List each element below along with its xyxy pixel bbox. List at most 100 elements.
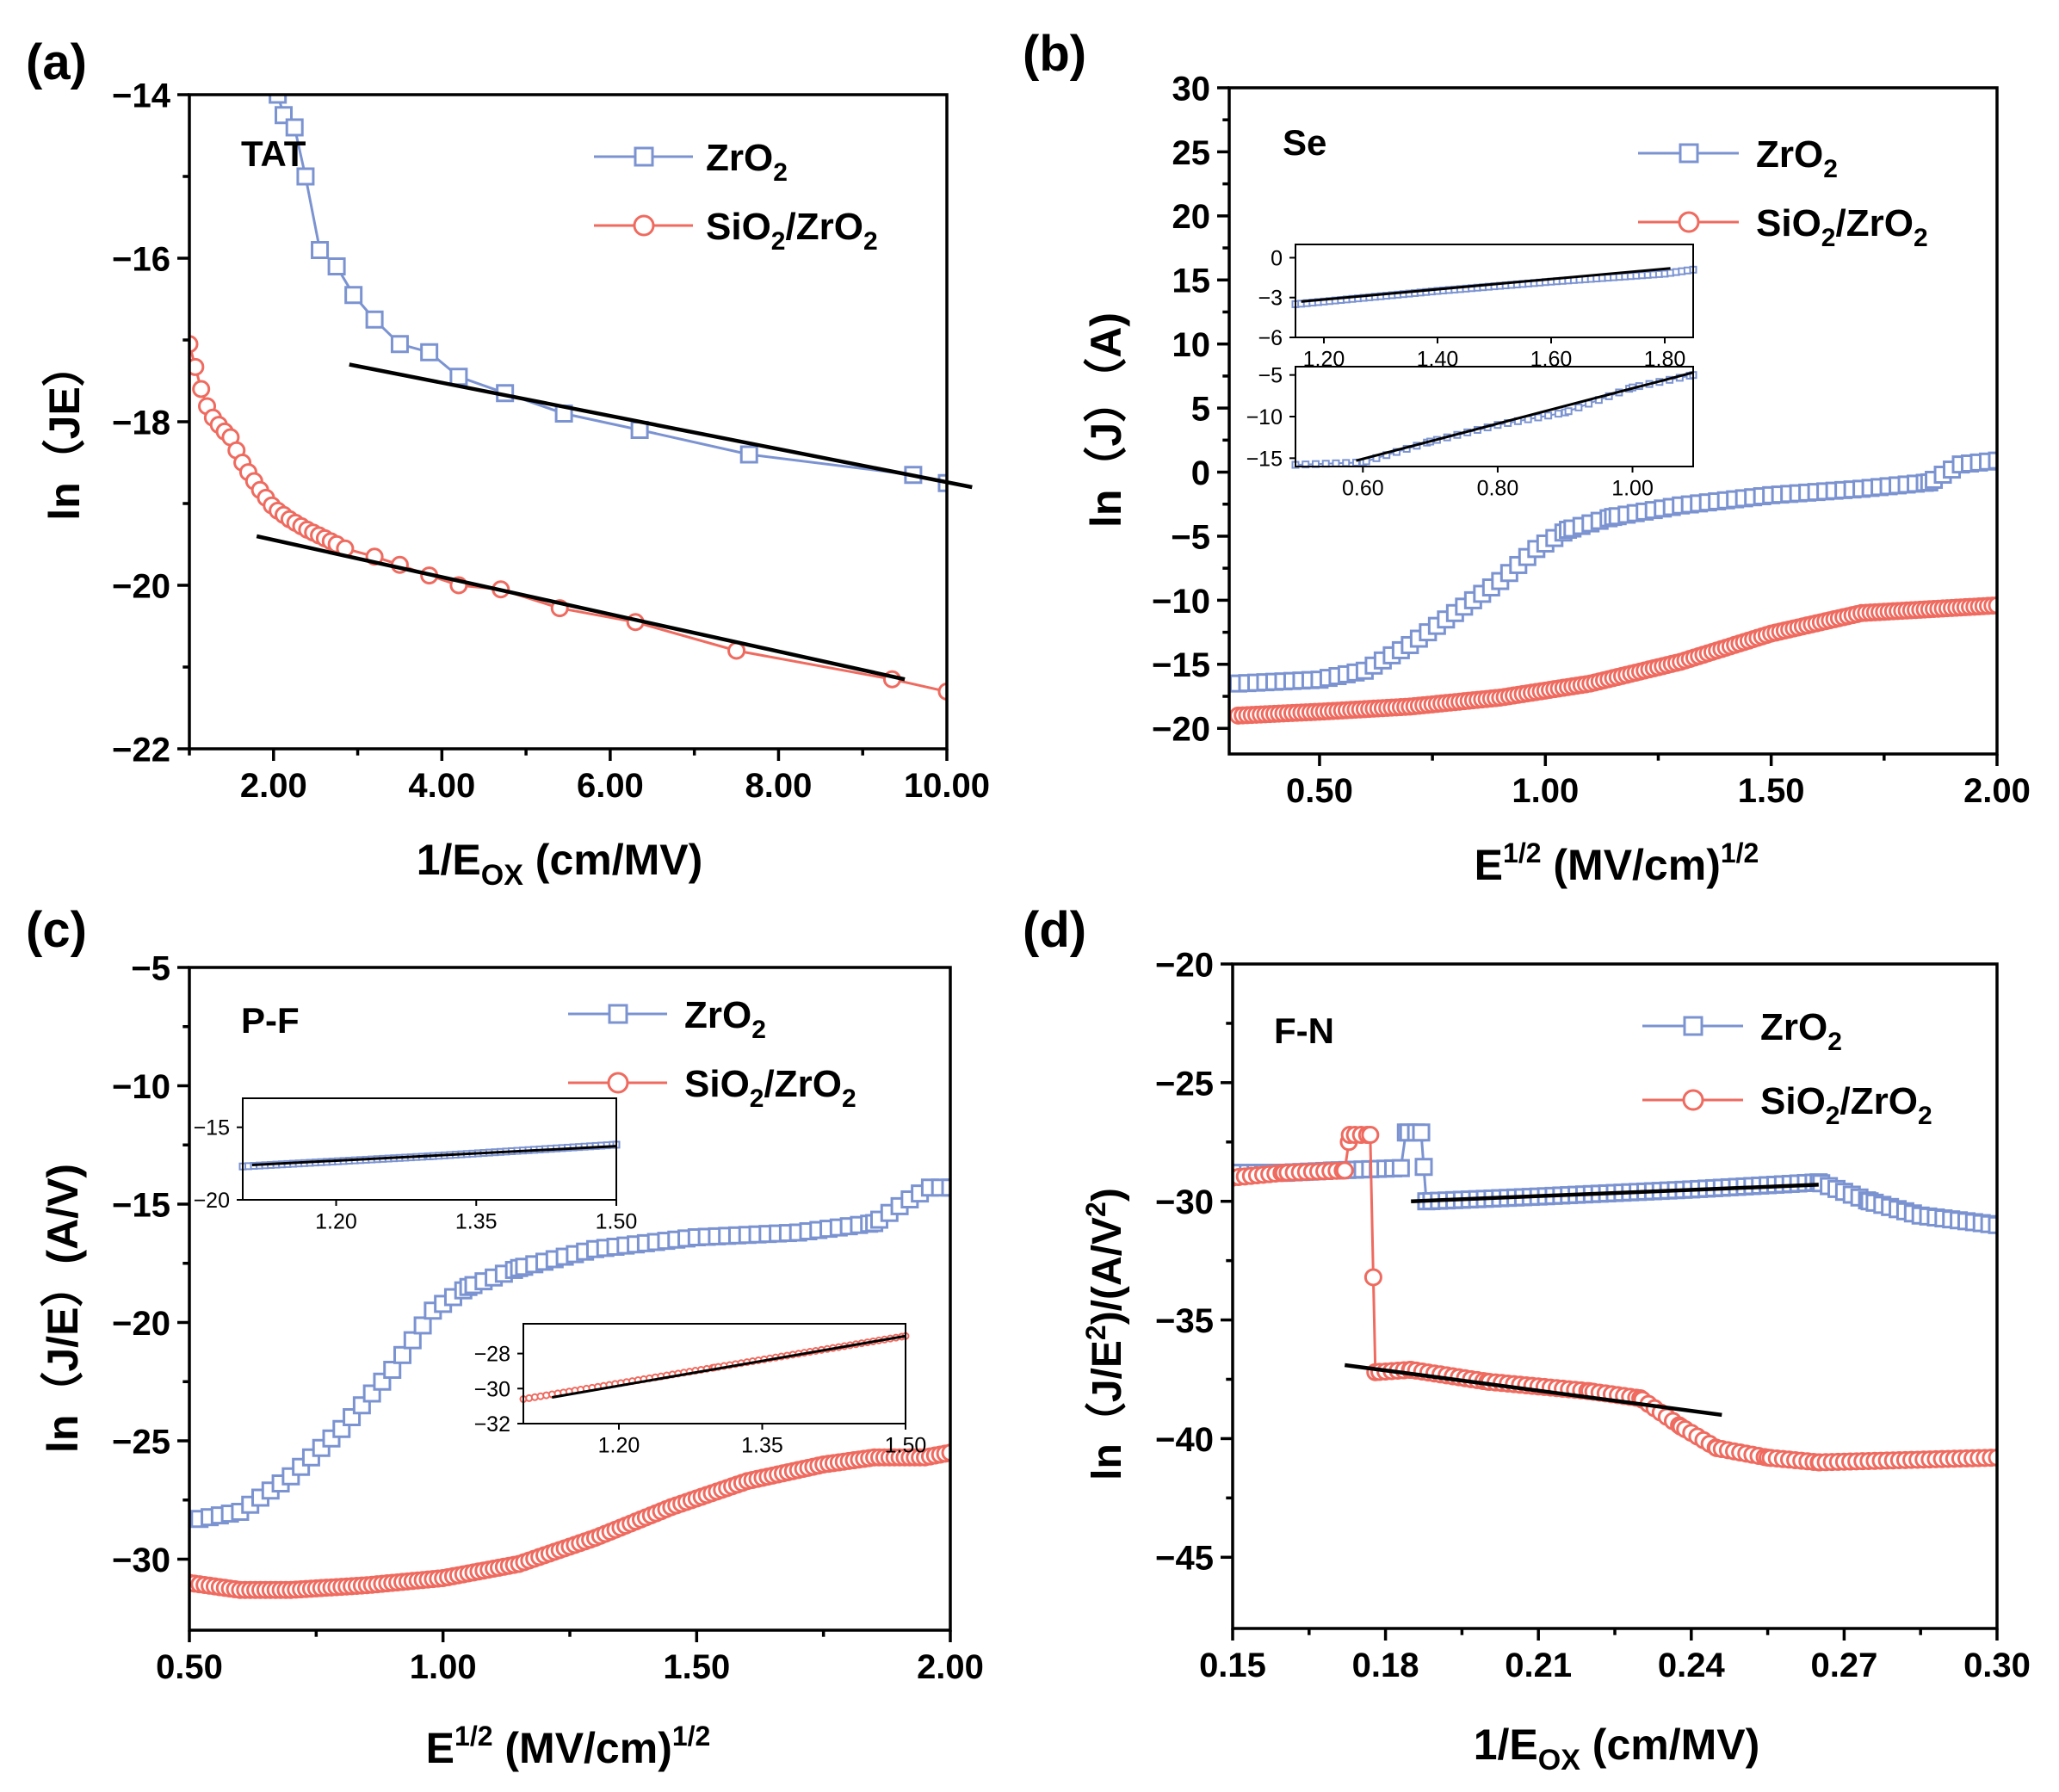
data-point <box>383 1361 402 1379</box>
data-point <box>1332 459 1340 467</box>
x-tick-label: 4.00 <box>408 767 475 805</box>
panel-c-xlabel: E1/2 (MV/cm)1/2 <box>426 1721 711 1772</box>
data-point <box>365 310 384 329</box>
data-point <box>1335 1161 1354 1180</box>
fit-line <box>1356 371 1694 462</box>
x-tick-label: 1.50 <box>885 1433 927 1457</box>
data-point <box>189 335 199 354</box>
x-tick-label: 0.24 <box>1658 1647 1726 1684</box>
y-tick-label: −45 <box>1155 1540 1214 1578</box>
plot-frame <box>522 1323 906 1424</box>
series-markers-zro2 <box>190 1178 950 1529</box>
data-point <box>189 357 205 376</box>
y-tick-label: −5 <box>1258 364 1283 388</box>
data-point <box>1302 460 1310 469</box>
y-tick-label: −5 <box>1171 518 1210 556</box>
data-point <box>1544 411 1553 420</box>
legend-sio2zro2-marker <box>607 1072 629 1094</box>
panel-a-tag: TAT <box>241 133 306 174</box>
y-tick-label: −20 <box>112 567 170 605</box>
legend-zro2-marker <box>1679 143 1699 164</box>
y-tick-label: −25 <box>112 1423 170 1461</box>
data-point <box>1564 407 1573 416</box>
x-tick-label: 0.50 <box>1286 772 1353 810</box>
data-point <box>327 257 346 275</box>
data-point <box>1988 1448 1997 1467</box>
series-markers-sio2-zro2 <box>189 335 947 701</box>
plot-frame <box>1295 366 1694 467</box>
data-point <box>285 118 304 137</box>
y-tick-label: −20 <box>1155 946 1214 984</box>
panel-d-ylabel: ln（J/E2)/(A/V2) <box>1080 1188 1130 1480</box>
x-tick-label: 0.18 <box>1352 1647 1419 1684</box>
panel-c-plot: 0.50 1.00 1.50 2.00 −30 −25 −20 −15 −10 −5 1.20 1.3… <box>112 949 984 1686</box>
y-tick-label: −20 <box>1152 711 1210 749</box>
y-tick-label: −15 <box>194 1116 230 1140</box>
x-tick-label: 1.00 <box>1611 476 1654 500</box>
y-tick-label: 15 <box>1172 263 1211 300</box>
panel-d-legend: ZrO2 SiO2/ZrO2 <box>1642 1006 1932 1130</box>
y-tick-label: −25 <box>1155 1065 1214 1103</box>
legend-zro2-marker <box>1683 1016 1703 1036</box>
panel-a-ylabel: ln（JE） <box>40 343 89 521</box>
y-tick-label: −18 <box>112 404 170 442</box>
y-tick-label: −30 <box>474 1377 510 1401</box>
x-tick-label: 1.80 <box>1644 347 1686 371</box>
y-tick-label: −10 <box>112 1068 170 1106</box>
x-tick-label: 1.20 <box>1303 347 1345 371</box>
fit-line <box>1411 1183 1819 1203</box>
x-tick-label: 1.60 <box>1530 347 1573 371</box>
x-tick-label: 1.35 <box>455 1209 498 1233</box>
data-point <box>390 335 409 354</box>
panel-d-plot: 0.15 0.18 0.21 0.24 0.27 0.30 −45 −40 −35 −30 −25 −… <box>1155 946 2031 1684</box>
x-tick-label: 0.80 <box>1477 476 1519 500</box>
x-tick-label: 1.00 <box>410 1648 477 1686</box>
plot-frame <box>1231 962 1999 1630</box>
data-point <box>1988 451 1997 470</box>
fit-line <box>552 1334 906 1399</box>
y-tick-label: −5 <box>131 949 170 987</box>
y-tick-label: 0 <box>1271 246 1283 270</box>
y-tick-label: −20 <box>112 1305 170 1343</box>
legend-sio2zro2-label: SiO2/ZrO2 <box>706 206 878 256</box>
fit-line <box>1301 267 1671 303</box>
y-tick-label: −15 <box>1152 646 1210 684</box>
data-point <box>344 286 363 305</box>
data-point <box>1342 459 1351 467</box>
x-tick-label: 1.00 <box>1512 772 1579 810</box>
panel-c-tag: P-F <box>241 1000 300 1041</box>
x-tick-label: 0.21 <box>1505 1647 1572 1684</box>
legend-zro2-label: ZrO2 <box>1760 1006 1842 1056</box>
y-tick-label: −40 <box>1155 1421 1214 1459</box>
data-point <box>393 1345 412 1364</box>
y-tick-label: 20 <box>1172 198 1211 236</box>
x-tick-label: 10.00 <box>904 767 990 805</box>
panel-b-ylabel: ln（J）（A) <box>1082 312 1130 528</box>
y-tick-label: 0 <box>1191 454 1210 492</box>
y-tick-label: −10 <box>1152 583 1210 621</box>
panel-d-label: (d) <box>1023 902 1086 958</box>
data-point <box>1988 1215 1997 1234</box>
series-markers-sio2-zro2 <box>1229 596 1997 725</box>
legend-zro2-marker <box>608 1004 628 1024</box>
data-point <box>311 241 330 259</box>
y-tick-label: −20 <box>194 1189 230 1213</box>
panel-c-label: (c) <box>26 902 87 958</box>
data-point <box>1988 596 1997 615</box>
data-point <box>192 380 211 399</box>
legend-sio2zro2-marker <box>633 214 655 237</box>
data-point <box>269 95 288 104</box>
y-tick-label: −28 <box>474 1343 510 1367</box>
panel-a-plot: 2.00 4.00 6.00 8.00 10.00 −22 −20 −18 −16 −14 <box>112 77 990 805</box>
x-tick-label: 2.00 <box>917 1648 984 1686</box>
y-tick-label: −16 <box>112 240 170 278</box>
panel-b-tag: Se <box>1283 122 1326 163</box>
plot-frame <box>1295 244 1694 338</box>
series-line-zro2 <box>276 95 947 485</box>
x-tick-label: 6.00 <box>577 767 644 805</box>
panel-b-legend: ZrO2 SiO2/ZrO2 <box>1638 133 1928 252</box>
data-point <box>1554 410 1562 418</box>
legend-sio2zro2-label: SiO2/ZrO2 <box>1760 1080 1932 1130</box>
panel-a-label: (a) <box>26 34 87 90</box>
data-point <box>413 1316 432 1335</box>
